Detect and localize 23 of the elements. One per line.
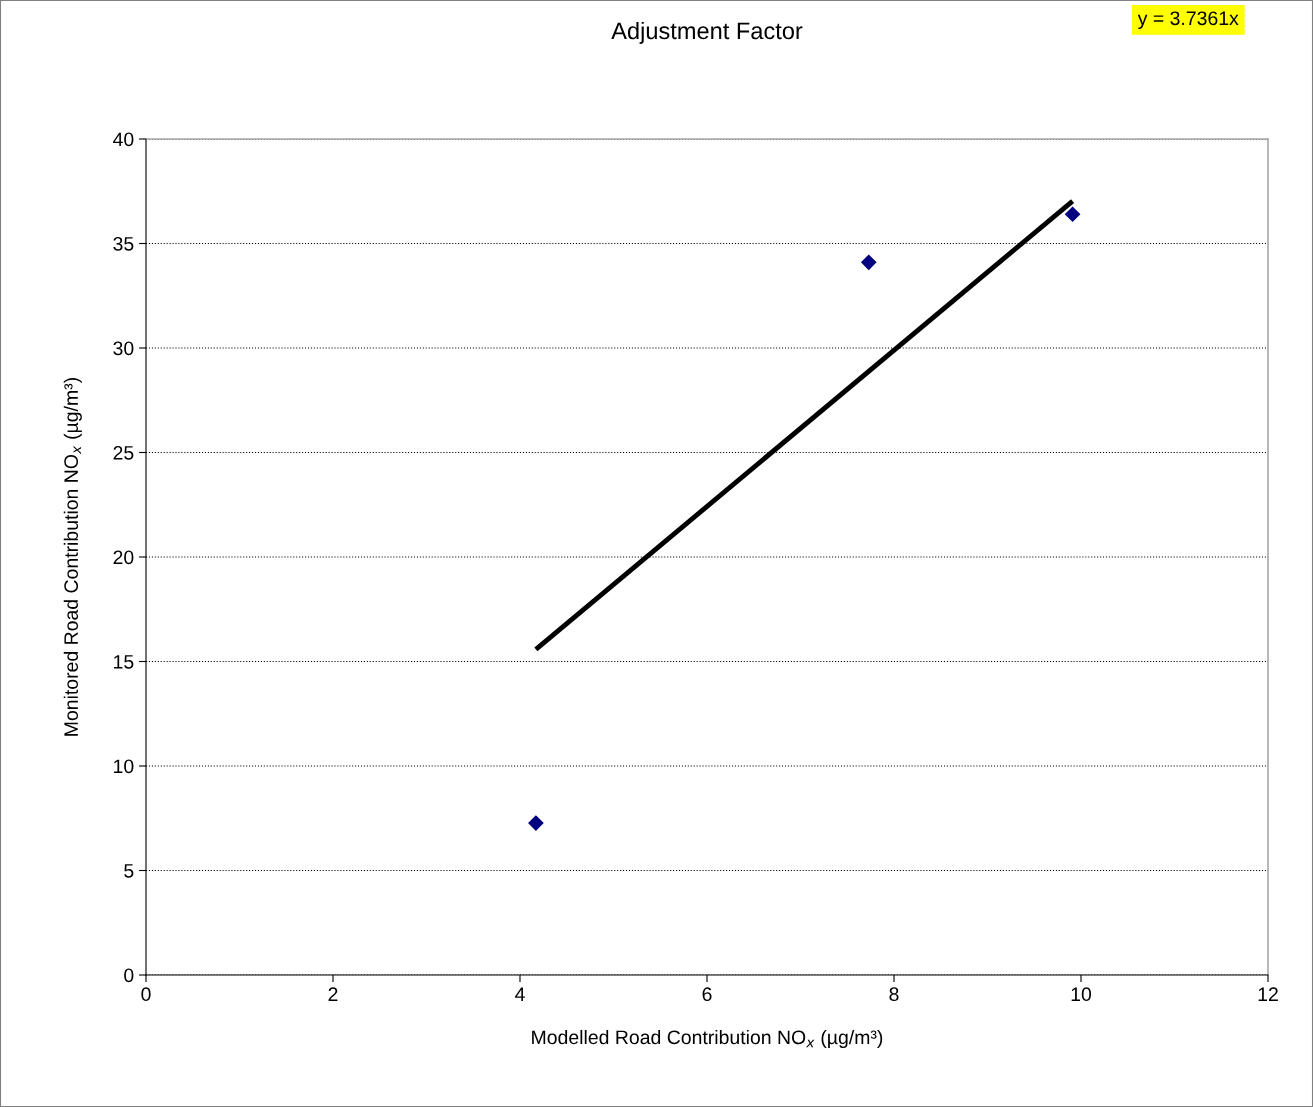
x-tick-label: 10 <box>1071 987 1092 1002</box>
point <box>1065 206 1081 222</box>
y-tick-label: 20 <box>113 550 134 565</box>
x-tick-label: 8 <box>889 987 899 1002</box>
y-tick-label: 35 <box>113 236 134 251</box>
chart-title: Adjustment Factor <box>611 21 803 44</box>
y-tick-label: 10 <box>114 759 134 774</box>
point <box>861 254 877 270</box>
point <box>528 815 544 831</box>
x-tick-label: 4 <box>515 987 525 1001</box>
text: y = 3.7361x <box>1137 11 1239 29</box>
y-tick-label: 40 <box>113 132 134 147</box>
y-tick-label: 15 <box>114 655 134 669</box>
y-tick-label: 5 <box>124 864 134 878</box>
y-tick-label: 30 <box>113 341 134 356</box>
x-tick-label: 6 <box>702 987 712 1002</box>
x-tick-label: 2 <box>328 987 338 1001</box>
y-tick-label: 0 <box>124 968 134 983</box>
y-tick-label: 25 <box>113 445 134 460</box>
x-tick-label: 12 <box>1258 987 1278 1001</box>
x-tick-label: 0 <box>141 987 151 1002</box>
x-axis-title: Modelled Road Contribution NO$_{x}$ (µg/m³) <box>532 1029 883 1049</box>
y-axis-title: Monitored Road Contribution NO$_{x}$ (µg/m³) <box>63 378 82 736</box>
